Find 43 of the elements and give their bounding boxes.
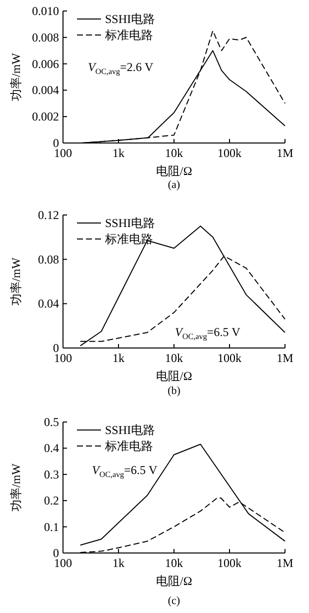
y-tick-label: 0.010	[32, 4, 59, 18]
legend-label: SSHI电路	[105, 12, 156, 26]
x-tick-label: 100k	[218, 556, 242, 570]
y-axis-title: 功率/mW	[9, 256, 23, 306]
y-tick-label: 0.004	[32, 83, 59, 98]
legend-label: SSHI电路	[105, 423, 156, 437]
x-tick-label: 1k	[112, 556, 124, 570]
y-tick-label: 0.008	[32, 30, 59, 44]
x-tick-label: 100k	[218, 146, 242, 160]
x-tick-label: 10k	[165, 146, 183, 160]
x-tick-label: 10k	[165, 351, 183, 365]
text: (c)	[168, 595, 180, 607]
x-tick-label: 1M	[276, 351, 294, 365]
y-tick-label: 0.12	[38, 208, 59, 222]
y-tick-label: 0.5	[44, 415, 59, 429]
y-axis-title: 功率/mW	[9, 52, 23, 101]
text: (b)	[168, 385, 181, 397]
y-tick-label: 0.1	[44, 520, 59, 534]
x-tick-label: 1M	[276, 146, 294, 160]
y-axis-title: 功率/mW	[9, 462, 23, 512]
x-tick-label: 1k	[112, 146, 124, 160]
y-tick-label: 0.4	[44, 441, 59, 456]
y-tick-label: 0.002	[32, 110, 59, 124]
x-axis-title: 电阻/Ω	[156, 369, 192, 383]
y-tick-label: 0.006	[32, 56, 59, 71]
legend-label: 标准电路	[104, 439, 153, 453]
legend-label: 标准电路	[104, 28, 153, 42]
x-axis-title: 电阻/Ω	[156, 164, 192, 178]
legend-label: 标准电路	[104, 232, 153, 246]
x-tick-label: 100k	[218, 351, 242, 365]
text: (a)	[168, 179, 180, 191]
x-tick-label: 1k	[112, 351, 124, 365]
y-tick-label: 0.08	[38, 252, 59, 266]
y-tick-label: 0.04	[38, 296, 59, 311]
annotation: V$_{OC,avg}$=6.5 V	[92, 463, 158, 479]
y-tick-label: 0.2	[44, 494, 59, 508]
y-tick-label: 0.3	[44, 467, 59, 482]
annotation: V$_{OC,avg}$=2.6 V	[88, 60, 154, 76]
x-tick-label: 1M	[276, 556, 294, 570]
legend-label: SSHI电路	[105, 216, 156, 230]
x-axis-title: 电阻/Ω	[156, 574, 192, 588]
annotation: V$_{OC,avg}$=6.5 V	[175, 325, 241, 341]
x-tick-label: 10k	[165, 556, 183, 570]
